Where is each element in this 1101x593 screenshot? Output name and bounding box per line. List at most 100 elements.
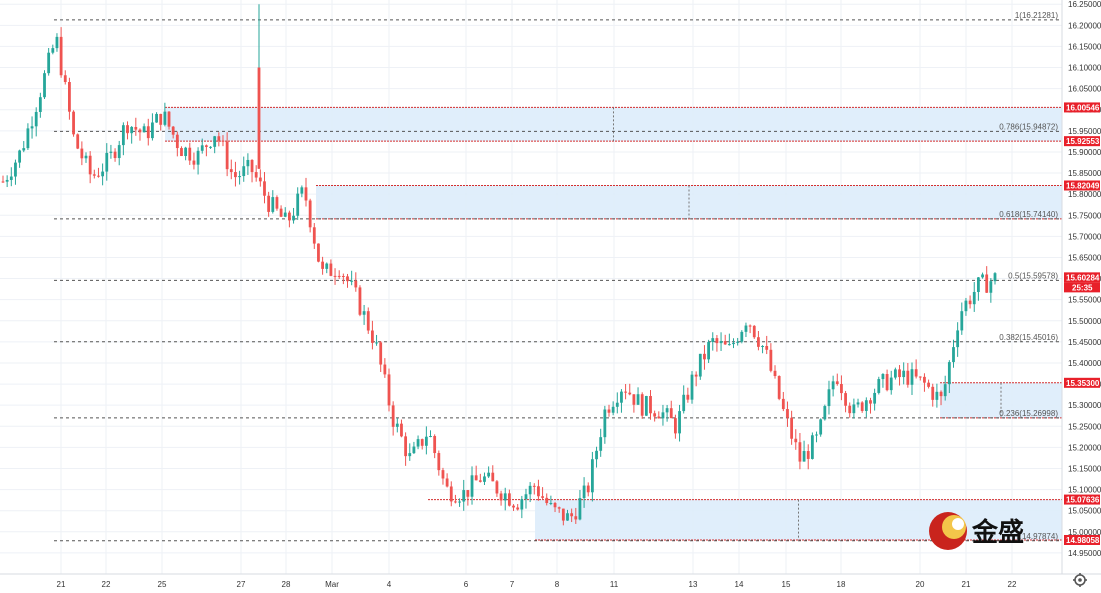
price-tag-sub-label: 25:35 [1072, 283, 1093, 292]
candle-body [715, 338, 719, 344]
y-tick-label: 15.55000 [1068, 296, 1101, 305]
candle-body [889, 377, 893, 391]
x-tick-label: 15 [782, 580, 791, 589]
candle-body [366, 311, 370, 331]
candle-body [395, 423, 399, 427]
candle-body [752, 325, 756, 338]
candle-body [76, 134, 80, 149]
candle-body [736, 341, 740, 343]
candle-body [952, 347, 955, 363]
y-tick-label: 15.20000 [1068, 443, 1101, 452]
gear-icon[interactable] [1073, 573, 1087, 587]
candle-body [121, 125, 125, 146]
x-tick-label: 27 [237, 580, 246, 589]
candle-body [586, 485, 590, 493]
candle-body [810, 435, 814, 459]
candle-body [350, 280, 354, 282]
candle-body [101, 171, 105, 177]
candle-body [790, 417, 794, 439]
x-tick-label: 4 [387, 580, 392, 589]
candle-body [570, 513, 574, 517]
candle-body [976, 277, 980, 292]
candle-body [881, 374, 885, 380]
candle-body [624, 391, 627, 393]
candle-body [549, 502, 553, 504]
candle-body [175, 134, 179, 149]
y-axis: 16.25000 16.20000 16.15000 16.10000 16.05000… [1061, 0, 1101, 574]
candle-body [599, 437, 603, 451]
candle-body [329, 263, 333, 276]
candle-body [283, 212, 287, 217]
candle-body [520, 499, 524, 510]
x-tick-label: 28 [282, 580, 291, 589]
candle-body [794, 438, 798, 443]
candle-body [711, 338, 715, 343]
fib-label: 0.236(15.26998) [999, 409, 1058, 418]
candle-body [844, 393, 847, 406]
candle-body [155, 113, 158, 123]
y-tick-label: 15.75000 [1068, 211, 1101, 220]
y-tick-label: 15.90000 [1068, 148, 1101, 157]
candle-body [603, 409, 607, 438]
candle-body [229, 169, 233, 173]
candle-body [47, 52, 51, 74]
candle-body [383, 364, 387, 375]
candle-body [321, 261, 324, 269]
candle-body [391, 405, 395, 427]
candle-body [333, 275, 337, 277]
candle-body [968, 300, 972, 305]
candle-body [254, 172, 258, 178]
price-tag-label: 16.00546 [1066, 103, 1100, 112]
candle-body [420, 439, 424, 446]
candle-body [250, 159, 254, 173]
x-tick-label: 25 [158, 580, 167, 589]
candle-body [246, 159, 250, 167]
candle-body [354, 280, 358, 288]
candle-body [1, 181, 5, 183]
x-tick-label: 18 [837, 580, 846, 589]
y-tick-label: 15.50000 [1068, 317, 1101, 326]
candle-body [258, 177, 262, 182]
candle-body [910, 369, 914, 385]
candle-body [412, 446, 416, 454]
y-tick-label: 15.65000 [1068, 253, 1101, 262]
candle-body [902, 370, 906, 378]
candle-body [537, 486, 540, 497]
y-tick-label: 15.45000 [1068, 338, 1101, 347]
candle-body [5, 179, 9, 182]
candle-body [740, 331, 744, 342]
candle-body [325, 263, 329, 269]
candle-body [524, 494, 528, 500]
candle-body [213, 136, 217, 147]
candle-body [200, 145, 204, 151]
price-tag [1064, 534, 1100, 545]
candle-body [893, 369, 897, 378]
candle-body [644, 395, 648, 416]
candle-body [620, 391, 623, 403]
candle-body [217, 136, 221, 141]
y-tick-label: 16.20000 [1068, 21, 1101, 30]
fib-label: 1(16.21281) [1015, 11, 1058, 20]
candle-body [960, 311, 964, 331]
price-tag-label: 15.07636 [1066, 496, 1100, 505]
candle-body [238, 176, 241, 178]
candle-body [595, 450, 598, 460]
candle-body [400, 423, 403, 437]
x-tick-label: 14 [735, 580, 744, 589]
candle-body [92, 174, 96, 176]
candle-body [404, 436, 408, 457]
candle-body [561, 508, 565, 521]
candle-body [669, 408, 673, 419]
candle-body [109, 151, 113, 153]
candle-body [317, 243, 320, 262]
candle-body [528, 485, 532, 495]
candle-body [300, 187, 304, 194]
candle-body [188, 147, 192, 161]
candle-body [167, 111, 171, 127]
candle-body [159, 113, 163, 125]
y-tick-label: 14.95000 [1068, 549, 1101, 558]
candle-body [292, 215, 295, 221]
fib-label: (14.97874) [1019, 532, 1058, 541]
candle-body [234, 172, 237, 178]
candle-body [761, 345, 764, 347]
